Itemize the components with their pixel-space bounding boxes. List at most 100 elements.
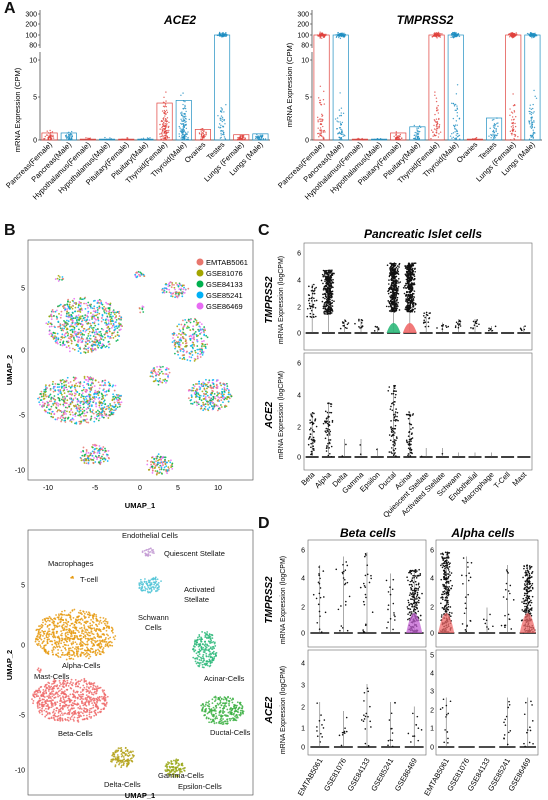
umap-point <box>158 466 160 469</box>
umap-point <box>56 342 59 345</box>
umap-point <box>80 331 82 334</box>
umap-point <box>37 630 40 633</box>
umap-point <box>88 612 91 615</box>
data-point <box>456 130 458 133</box>
data-point <box>436 122 439 125</box>
umap-point <box>59 324 62 327</box>
umap-point <box>45 633 48 636</box>
umap-point <box>64 632 67 634</box>
umap-point <box>204 347 207 350</box>
data-point <box>452 132 455 134</box>
umap-point <box>103 400 105 403</box>
umap-point <box>109 410 112 413</box>
umap-point <box>193 385 196 388</box>
umap-point <box>74 404 77 407</box>
data-point <box>163 117 165 119</box>
umap-point <box>201 390 204 393</box>
data-point <box>162 119 165 121</box>
umap-point <box>167 368 170 370</box>
data-point <box>530 111 533 114</box>
data-point <box>441 33 443 35</box>
umap-point <box>225 389 228 392</box>
umap-point <box>83 386 85 389</box>
umap-point <box>171 341 174 344</box>
umap-point <box>107 312 110 315</box>
umap-point <box>79 627 81 630</box>
umap-point <box>92 615 94 618</box>
umap-point <box>85 348 88 351</box>
umap-point <box>91 327 93 329</box>
data-point <box>239 134 242 137</box>
umap-point <box>78 347 81 350</box>
umap-point <box>208 381 211 383</box>
umap-point <box>73 297 76 300</box>
umap-point <box>202 643 204 646</box>
umap-point <box>99 448 102 451</box>
data-point <box>509 34 511 36</box>
data-point <box>183 135 186 137</box>
umap-point <box>99 619 102 622</box>
umap-point <box>73 348 76 351</box>
data-point <box>202 132 204 135</box>
umap-point <box>165 461 168 464</box>
umap-point <box>204 645 207 648</box>
umap-point <box>108 384 111 387</box>
umap-point <box>67 312 70 314</box>
umap-point <box>82 327 85 330</box>
umap-point <box>228 397 231 400</box>
data-point <box>340 34 342 36</box>
data-point <box>88 137 91 140</box>
umap-point <box>99 616 102 619</box>
umap-point <box>56 418 59 421</box>
umap-point <box>63 409 66 412</box>
umap-point <box>88 330 91 333</box>
umap-point <box>89 634 92 637</box>
data-point <box>317 97 320 99</box>
umap-point <box>101 640 104 642</box>
umap-point <box>146 582 149 585</box>
data-point <box>417 127 420 129</box>
umap-point <box>95 402 97 405</box>
umap-point <box>151 375 153 378</box>
data-point <box>430 137 432 140</box>
umap-point <box>66 410 68 413</box>
data-point <box>435 121 437 123</box>
data-point <box>436 130 438 132</box>
data-point <box>495 129 497 131</box>
umap-point <box>91 450 94 453</box>
umap-point <box>99 459 102 462</box>
umap-point <box>87 407 90 410</box>
umap-point <box>85 459 88 462</box>
umap-point <box>54 624 57 627</box>
umap-point <box>65 346 68 349</box>
umap-point <box>107 326 110 328</box>
umap-point <box>45 322 48 325</box>
tmprss2-title: TMPRSS2 <box>397 13 454 27</box>
ytick-label: 10 <box>301 58 309 65</box>
umap-point <box>50 618 53 620</box>
umap-point <box>84 340 87 343</box>
data-point <box>453 105 456 107</box>
data-point <box>181 135 183 137</box>
umap-point <box>87 451 90 454</box>
umap-point <box>68 303 71 306</box>
data-point <box>182 133 184 135</box>
umap-point <box>192 383 195 386</box>
umap-point <box>65 402 68 405</box>
umap-point <box>158 458 161 461</box>
data-point <box>160 132 162 135</box>
umap-point <box>80 394 83 396</box>
umap-point <box>183 349 185 352</box>
data-point <box>161 129 163 131</box>
data-point <box>106 138 108 140</box>
data-point <box>167 131 170 133</box>
umap-point <box>85 452 88 454</box>
umap-point <box>76 385 79 387</box>
data-point <box>317 121 319 123</box>
umap-point <box>79 404 82 407</box>
umap-point <box>67 305 70 308</box>
umap-point <box>93 396 96 398</box>
umap-point <box>92 340 95 343</box>
umap-point <box>180 287 183 290</box>
umap-point <box>83 626 86 628</box>
